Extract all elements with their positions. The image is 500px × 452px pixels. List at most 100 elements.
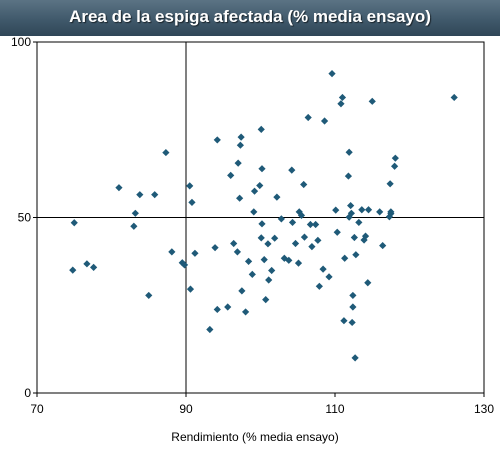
data-point	[83, 260, 91, 268]
data-point	[211, 244, 219, 252]
data-point	[312, 220, 320, 229]
data-point	[237, 133, 245, 141]
data-point	[319, 265, 327, 273]
data-point	[391, 162, 399, 170]
data-point	[136, 191, 144, 199]
data-point	[304, 113, 312, 122]
y-tick-label: 100	[11, 35, 31, 49]
data-point	[260, 256, 268, 264]
x-tick-label: 110	[325, 402, 344, 416]
data-point	[337, 100, 345, 108]
data-point	[364, 206, 373, 214]
data-point	[236, 194, 244, 202]
data-point	[345, 213, 353, 221]
data-point	[227, 171, 235, 179]
data-point	[350, 233, 358, 242]
data-point	[244, 257, 253, 265]
data-point	[273, 193, 281, 201]
data-point	[325, 273, 333, 281]
data-point	[300, 180, 308, 189]
data-point	[271, 234, 279, 242]
data-point	[180, 261, 189, 269]
data-point	[349, 303, 357, 311]
data-point	[250, 208, 258, 216]
data-point	[320, 117, 329, 125]
data-point	[355, 218, 363, 227]
data-point	[349, 291, 357, 300]
data-point	[238, 287, 246, 295]
data-point	[213, 305, 221, 314]
data-point	[368, 97, 376, 105]
data-point	[386, 180, 394, 188]
data-point	[69, 266, 77, 274]
data-point	[340, 317, 348, 325]
data-point	[344, 172, 353, 180]
data-point	[348, 318, 356, 327]
data-point	[351, 354, 359, 362]
data-point	[224, 303, 232, 311]
data-point	[186, 182, 194, 190]
data-point	[90, 263, 98, 271]
data-point	[191, 249, 199, 257]
data-point	[256, 181, 264, 190]
data-point	[206, 325, 214, 334]
data-point	[364, 279, 372, 287]
data-point	[288, 166, 296, 174]
data-point	[328, 69, 336, 78]
data-point	[257, 234, 265, 242]
data-point	[332, 206, 340, 214]
data-point	[314, 236, 322, 244]
data-point	[333, 228, 341, 236]
data-point	[162, 148, 170, 157]
x-tick-label: 130	[474, 402, 494, 416]
data-point	[347, 209, 355, 217]
x-tick-label: 70	[30, 402, 44, 416]
data-point	[288, 218, 297, 227]
data-point	[341, 254, 349, 262]
data-point	[130, 222, 138, 230]
data-point	[145, 291, 153, 300]
data-point	[277, 215, 285, 223]
x-axis-label: Rendimiento (% media ensayo)	[171, 430, 338, 444]
data-point	[258, 165, 266, 173]
data-point	[347, 201, 355, 210]
data-point	[213, 136, 221, 144]
data-point	[131, 209, 139, 217]
data-point	[70, 219, 78, 227]
data-point	[315, 282, 323, 290]
data-point	[295, 208, 303, 216]
data-point	[352, 251, 360, 259]
data-point	[308, 243, 316, 251]
data-point	[450, 93, 458, 102]
data-point	[285, 256, 293, 264]
data-point	[115, 184, 123, 192]
data-point	[376, 208, 384, 216]
data-point	[258, 220, 266, 228]
data-point	[345, 148, 353, 156]
chart-title-bar: Area de la espiga afectada (% media ensa…	[0, 0, 500, 36]
data-point	[188, 198, 196, 207]
data-point	[265, 276, 273, 284]
data-point	[186, 285, 195, 293]
data-point	[250, 187, 259, 195]
y-tick-label: 50	[18, 211, 32, 225]
data-point	[234, 159, 242, 167]
data-point	[291, 239, 300, 248]
data-point	[387, 208, 395, 216]
data-point	[230, 239, 238, 248]
data-point	[297, 211, 306, 219]
data-point	[358, 206, 366, 214]
data-point	[262, 296, 270, 304]
y-tick-label: 0	[24, 386, 31, 400]
data-point	[248, 270, 256, 278]
data-point	[168, 248, 176, 256]
data-point	[294, 259, 303, 267]
data-point	[236, 141, 244, 149]
data-point	[264, 240, 272, 248]
data-point	[338, 93, 347, 102]
data-point	[257, 125, 265, 133]
data-point	[361, 232, 370, 240]
data-point	[300, 233, 309, 241]
chart-title: Area de la espiga afectada (% media ensa…	[69, 7, 431, 26]
